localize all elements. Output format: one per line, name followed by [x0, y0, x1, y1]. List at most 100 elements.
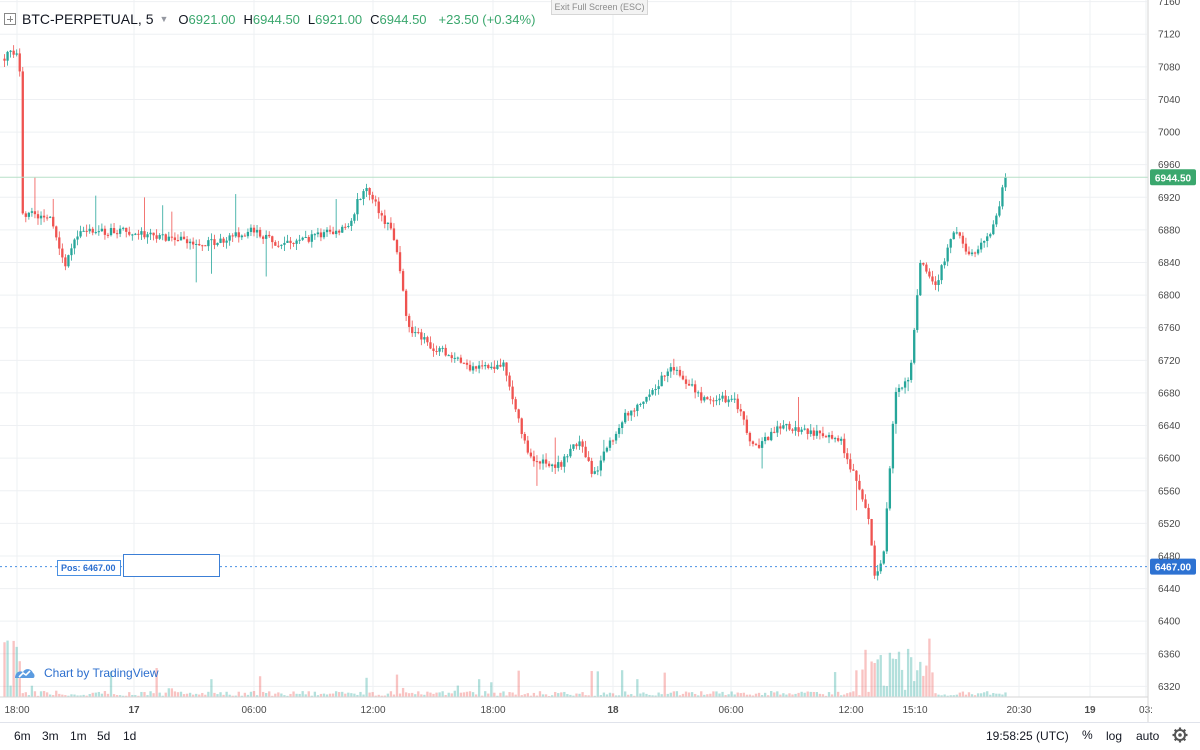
- candle-body: [331, 231, 335, 235]
- candle-body: [344, 226, 347, 228]
- candle-body: [146, 234, 149, 238]
- candle-body: [922, 263, 925, 265]
- candle-body: [840, 438, 843, 441]
- candle-body: [992, 224, 995, 235]
- volume-bar: [724, 695, 727, 697]
- bottom-toolbar: 6m 3m 1m 5d 1d 19:58:25 (UTC) % log auto: [0, 722, 1200, 750]
- gear-icon[interactable]: [1172, 727, 1188, 743]
- candle-body: [453, 357, 456, 359]
- volume-bar: [252, 691, 256, 697]
- close-label: C: [370, 11, 380, 27]
- timeframe-3m[interactable]: 3m: [42, 729, 59, 743]
- percent-scale-button[interactable]: %: [1082, 728, 1093, 742]
- candle-body: [508, 375, 511, 387]
- volume-bar: [350, 693, 353, 697]
- volume-bar: [158, 692, 161, 697]
- volume-bar: [770, 691, 773, 697]
- volume-bar: [118, 695, 122, 697]
- candle-body: [234, 232, 237, 237]
- candle-body: [58, 237, 61, 249]
- volume-bar: [9, 685, 12, 697]
- position-label[interactable]: Pos: 6467.00: [57, 560, 121, 576]
- utc-clock[interactable]: 19:58:25 (UTC): [986, 729, 1069, 743]
- volume-bar: [718, 693, 721, 697]
- candle-body: [788, 423, 791, 430]
- volume-bar: [529, 695, 533, 697]
- volume-bar: [803, 692, 806, 697]
- candle-body: [295, 240, 298, 244]
- candle-body: [404, 290, 408, 316]
- candle-body: [100, 228, 104, 232]
- price-chart[interactable]: 6467.00 6944.50 7160 7120 7080 7040 7000 6960 6…: [0, 0, 1200, 722]
- timeframe-1m[interactable]: 1m: [70, 729, 87, 743]
- symbol-name[interactable]: BTC-PERPETUAL, 5: [22, 11, 154, 27]
- volume-bar: [137, 695, 140, 697]
- candle-body: [584, 446, 587, 458]
- volume-bar: [633, 695, 636, 697]
- candle-body: [106, 234, 110, 236]
- volume-bar: [852, 691, 855, 697]
- candle-body: [529, 452, 533, 457]
- candle-body: [195, 243, 198, 245]
- candle-body: [897, 387, 901, 392]
- volume-bar: [191, 694, 195, 697]
- volume-bar: [624, 691, 627, 697]
- volume-bar: [593, 695, 596, 697]
- candle-body: [581, 441, 584, 447]
- y-tick-label: 6480: [1158, 551, 1181, 562]
- symbol-square-icon[interactable]: [4, 13, 16, 25]
- candle-body: [718, 398, 721, 401]
- candle-body: [760, 441, 764, 448]
- candle-body: [797, 427, 800, 432]
- candle-body: [532, 456, 536, 462]
- close-value: 6944.50: [379, 11, 427, 27]
- volume-bar: [319, 693, 323, 697]
- candle-body: [773, 431, 776, 433]
- volume-bar: [322, 693, 326, 697]
- candle-body: [663, 375, 666, 377]
- volume-bar: [992, 693, 995, 697]
- candle-body: [919, 263, 922, 296]
- volume-bar: [608, 692, 612, 697]
- log-scale-button[interactable]: log: [1106, 729, 1123, 743]
- volume-bar: [505, 695, 508, 697]
- timeframe-5d[interactable]: 5d: [97, 729, 111, 743]
- volume-bar: [49, 694, 52, 697]
- timeframe-6m[interactable]: 6m: [14, 729, 31, 743]
- candle-body: [484, 365, 487, 367]
- volume-bar: [389, 691, 393, 697]
- timeframe-1d[interactable]: 1d: [123, 729, 137, 743]
- tradingview-watermark[interactable]: Chart by TradingView: [14, 663, 159, 683]
- volume-bar: [867, 691, 870, 697]
- volume-bar: [481, 695, 484, 697]
- candle-body: [164, 234, 167, 241]
- candle-body: [395, 239, 399, 253]
- volume-bar: [824, 695, 828, 697]
- volume-bar: [864, 649, 867, 697]
- candle-body: [252, 227, 256, 233]
- candle-body: [703, 397, 706, 401]
- volume-bar: [979, 693, 983, 697]
- volume-bar: [937, 694, 940, 697]
- volume-bar: [754, 693, 758, 697]
- volume-bar: [1004, 692, 1007, 697]
- caret-down-icon[interactable]: ▼: [159, 14, 169, 24]
- volume-bar: [182, 694, 186, 697]
- candle-body: [380, 213, 383, 216]
- volume-bar: [341, 691, 344, 697]
- volume-bar: [411, 692, 414, 697]
- candle-body: [12, 50, 15, 55]
- volume-bar: [103, 691, 107, 697]
- candle-body: [15, 53, 18, 55]
- volume-bar: [82, 694, 85, 697]
- auto-scale-button[interactable]: auto: [1136, 729, 1160, 743]
- candle-body: [341, 226, 344, 233]
- exit-fullscreen-button[interactable]: Exit Full Screen (ESC): [551, 0, 648, 15]
- volume-bar: [566, 694, 569, 697]
- volume-bar: [733, 694, 736, 697]
- candle-body: [462, 362, 466, 364]
- volume-bar: [255, 695, 259, 697]
- volume-bar: [776, 691, 779, 697]
- position-box[interactable]: [123, 554, 220, 577]
- volume-bar: [3, 642, 6, 697]
